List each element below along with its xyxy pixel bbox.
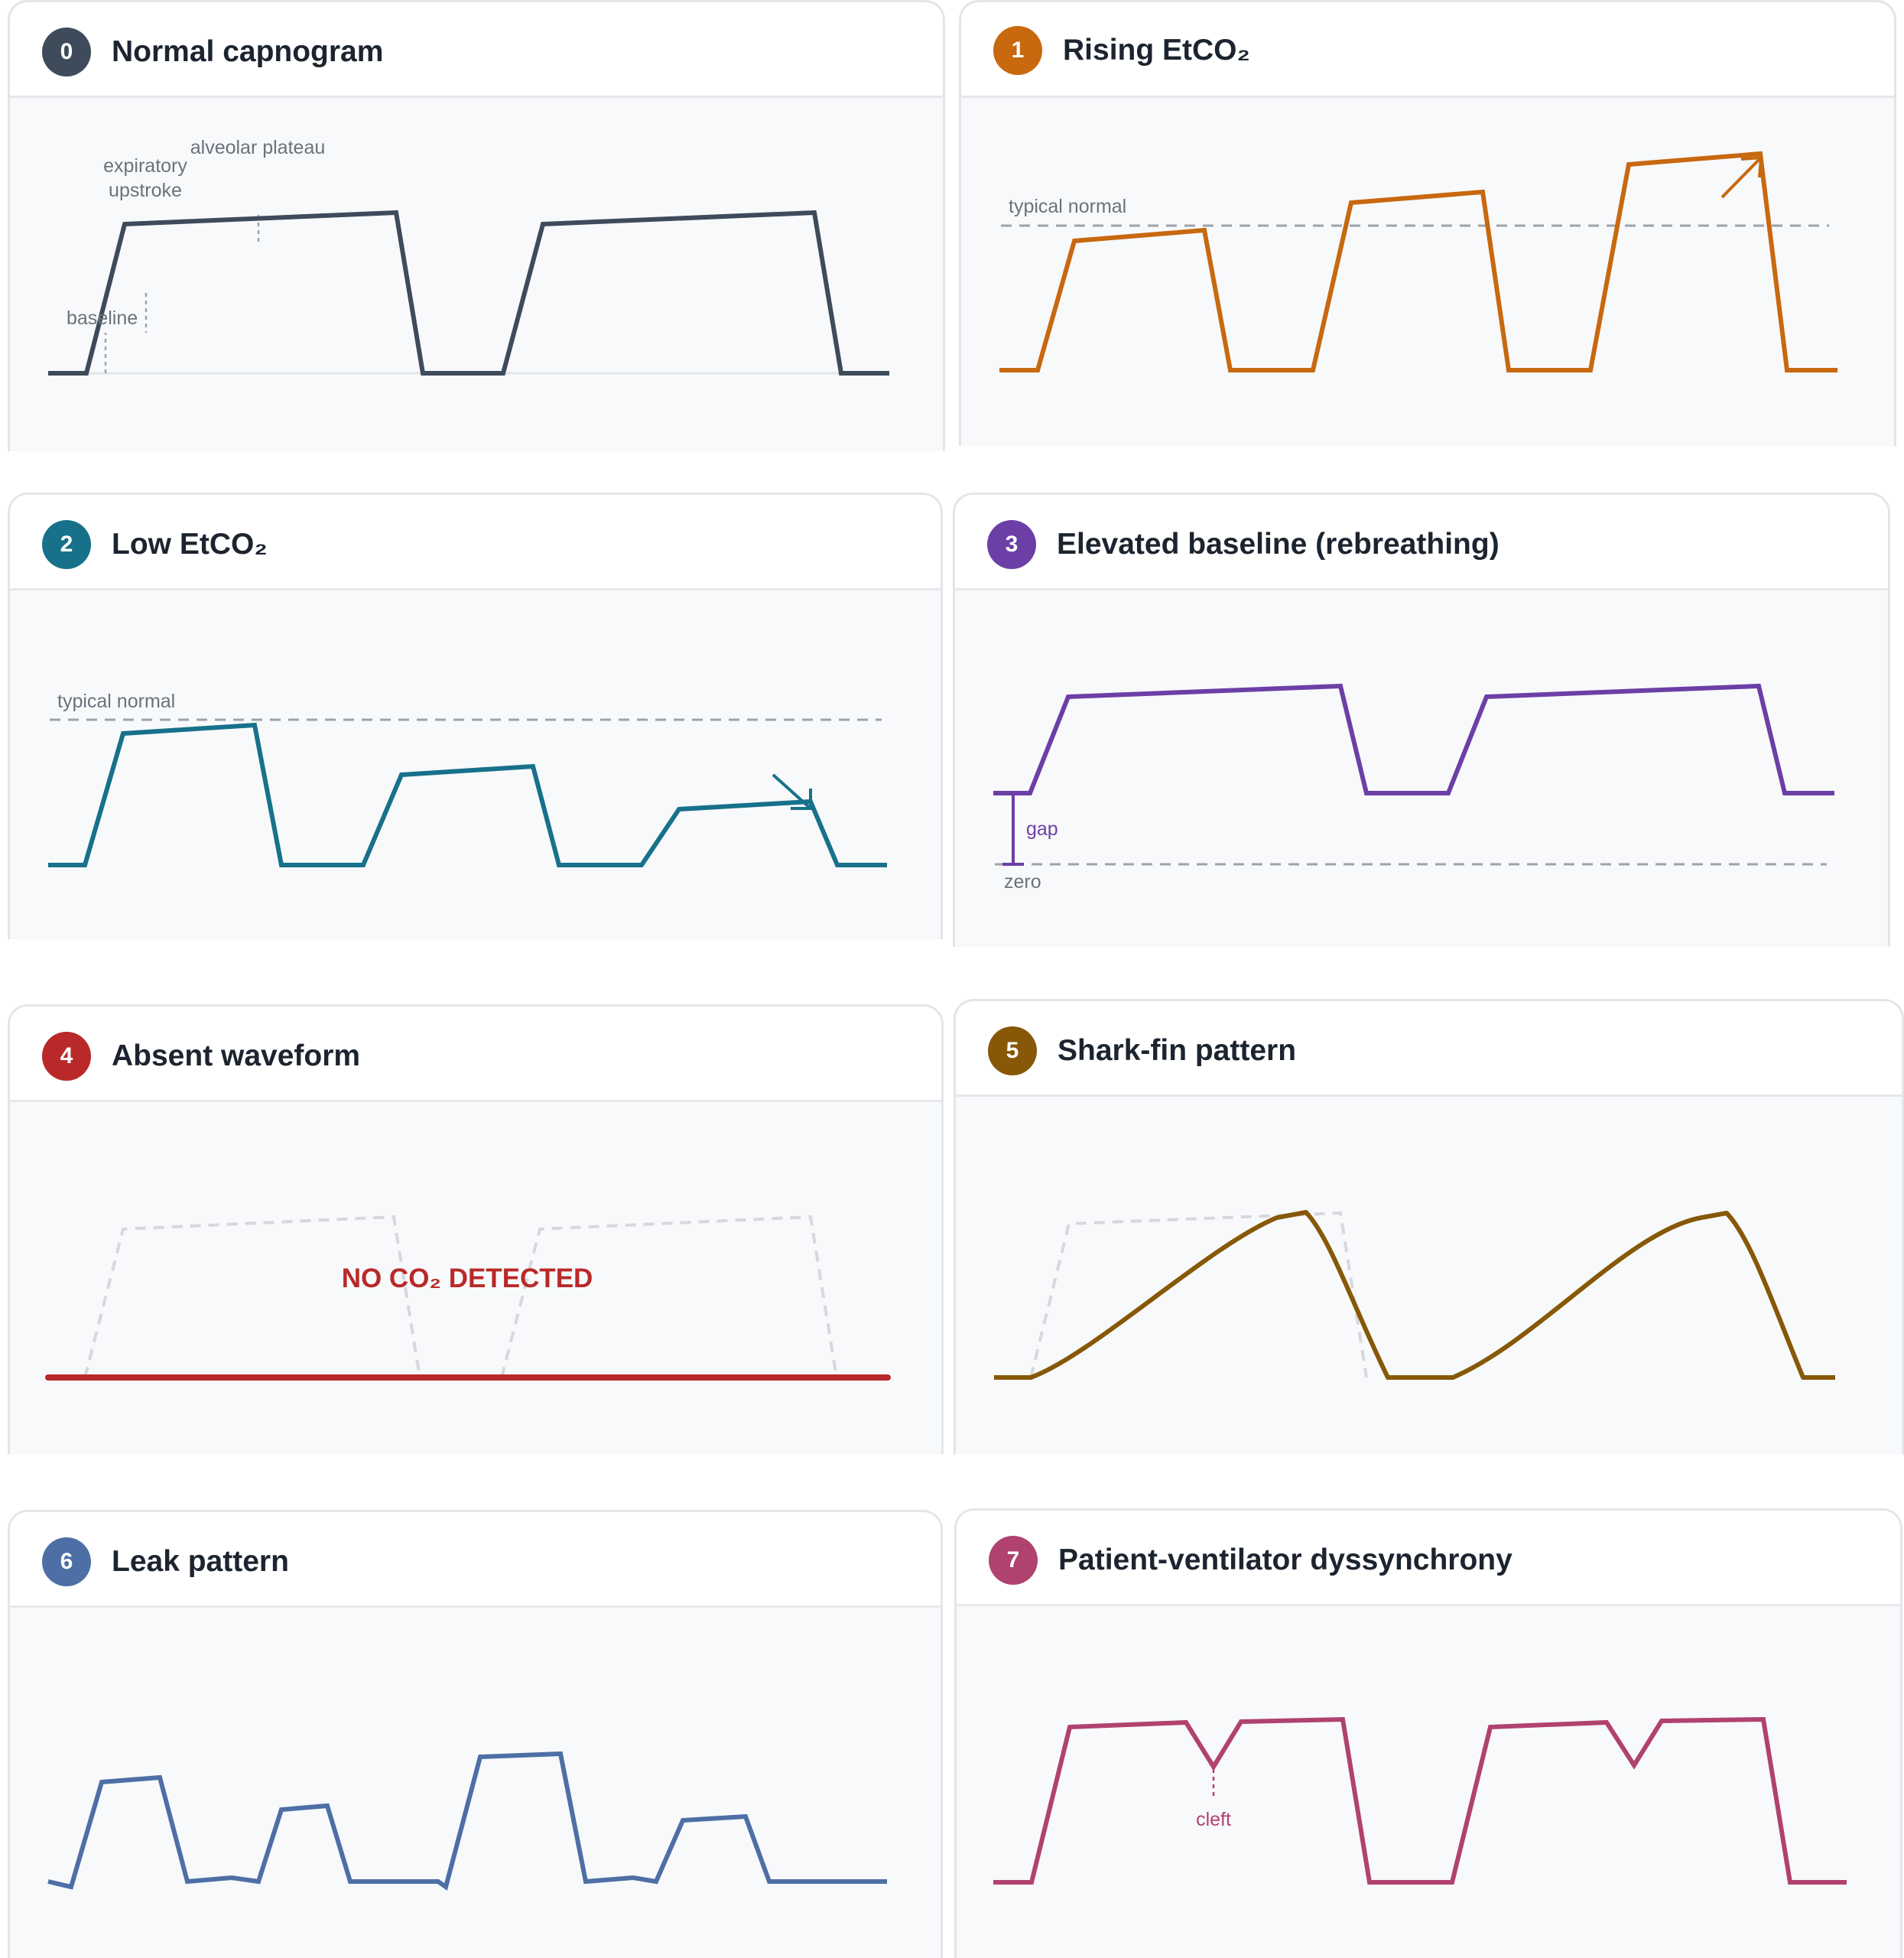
trend-arrow-shaft	[772, 773, 812, 810]
panel-rising-etco2: 1 Rising EtCO₂ typical normal	[959, 0, 1896, 446]
panel-title: Normal capnogram	[112, 35, 384, 68]
waveform-plot	[47, 1751, 887, 1891]
panel-title: Rising EtCO₂	[1063, 34, 1250, 67]
shark-fin-waveform	[994, 1210, 1835, 1380]
trend-arrow-head	[1740, 155, 1763, 178]
waveform-plot	[994, 1210, 1835, 1380]
panel-number-badge: 7	[989, 1536, 1038, 1585]
panel-title: Low EtCO₂	[112, 528, 268, 561]
waveform-plot: typical normal	[999, 151, 1837, 372]
normal-waveform	[48, 210, 889, 376]
alveolar-plateau-label: alveolar plateau	[190, 137, 326, 158]
panel-title: Patient-ventilator dyssynchrony	[1058, 1543, 1512, 1576]
panel-number-badge: 3	[987, 520, 1036, 569]
panel-elevated-baseline: 3 Elevated baseline (rebreathing) zero g…	[953, 493, 1890, 947]
trend-arrow-head	[791, 789, 812, 810]
panel-shark-fin: 5 Shark-fin pattern	[954, 999, 1904, 1455]
panel-low-etco2: 2 Low EtCO₂ typical normal	[8, 493, 943, 939]
cleft-label: cleft	[1196, 1809, 1231, 1830]
panel-number-badge: 4	[42, 1032, 91, 1081]
panel-header: 1 Rising EtCO₂	[961, 2, 1894, 98]
panel-header: 4 Absent waveform	[10, 1007, 941, 1102]
normal-waveform-ghost	[1029, 1211, 1368, 1378]
trend-arrow-shaft	[1720, 156, 1763, 199]
panel-dyssynchrony: 7 Patient-ventilator dyssynchrony cleft	[954, 1508, 1902, 1958]
panel-title: Absent waveform	[112, 1039, 361, 1072]
waveform-plot: zero gap	[993, 683, 1834, 893]
panel-number-badge: 6	[42, 1537, 91, 1586]
panel-normal-capnogram: 0 Normal capnogram expiratory upstroke a…	[8, 0, 945, 451]
rebreathing-waveform	[993, 683, 1834, 795]
panel-header: 6 Leak pattern	[10, 1512, 941, 1608]
panel-absent-waveform: 4 Absent waveform NO CO₂ DETECTED	[8, 1004, 944, 1454]
waveform-plot: expiratory upstroke alveolar plateau bas…	[48, 137, 889, 376]
leak-waveform	[47, 1751, 887, 1891]
dyssynchrony-waveform	[993, 1716, 1847, 1885]
expiratory-upstroke-label-line1: expiratory	[103, 155, 187, 177]
panel-leak-pattern: 6 Leak pattern	[8, 1510, 943, 1958]
waveform-plot: typical normal	[48, 691, 887, 867]
expected-waveform-ghost	[83, 1215, 838, 1378]
expiratory-upstroke-label-line2: upstroke	[109, 180, 182, 201]
typical-normal-label: typical normal	[1009, 196, 1126, 217]
baseline-label: baseline	[67, 307, 138, 329]
panel-header: 2 Low EtCO₂	[10, 495, 941, 590]
rising-waveform	[999, 151, 1837, 372]
panel-number-badge: 0	[42, 28, 91, 76]
panel-title: Leak pattern	[112, 1545, 289, 1578]
panel-title: Shark-fin pattern	[1058, 1034, 1297, 1067]
panel-header: 3 Elevated baseline (rebreathing)	[955, 495, 1888, 590]
panel-header: 7 Patient-ventilator dyssynchrony	[957, 1511, 1900, 1606]
no-co2-detected-message: NO CO₂ DETECTED	[342, 1264, 593, 1293]
waveform-plot: cleft	[993, 1716, 1847, 1885]
panel-header: 0 Normal capnogram	[10, 2, 943, 98]
panel-number-badge: 1	[993, 26, 1042, 75]
panel-title: Elevated baseline (rebreathing)	[1057, 528, 1499, 561]
low-waveform	[48, 722, 887, 867]
gap-label: gap	[1026, 818, 1058, 840]
panel-number-badge: 2	[42, 520, 91, 569]
panel-number-badge: 5	[988, 1026, 1037, 1075]
zero-label: zero	[1004, 871, 1041, 893]
typical-normal-label: typical normal	[57, 691, 175, 712]
panel-header: 5 Shark-fin pattern	[956, 1001, 1902, 1097]
waveform-plot: NO CO₂ DETECTED	[45, 1215, 891, 1381]
